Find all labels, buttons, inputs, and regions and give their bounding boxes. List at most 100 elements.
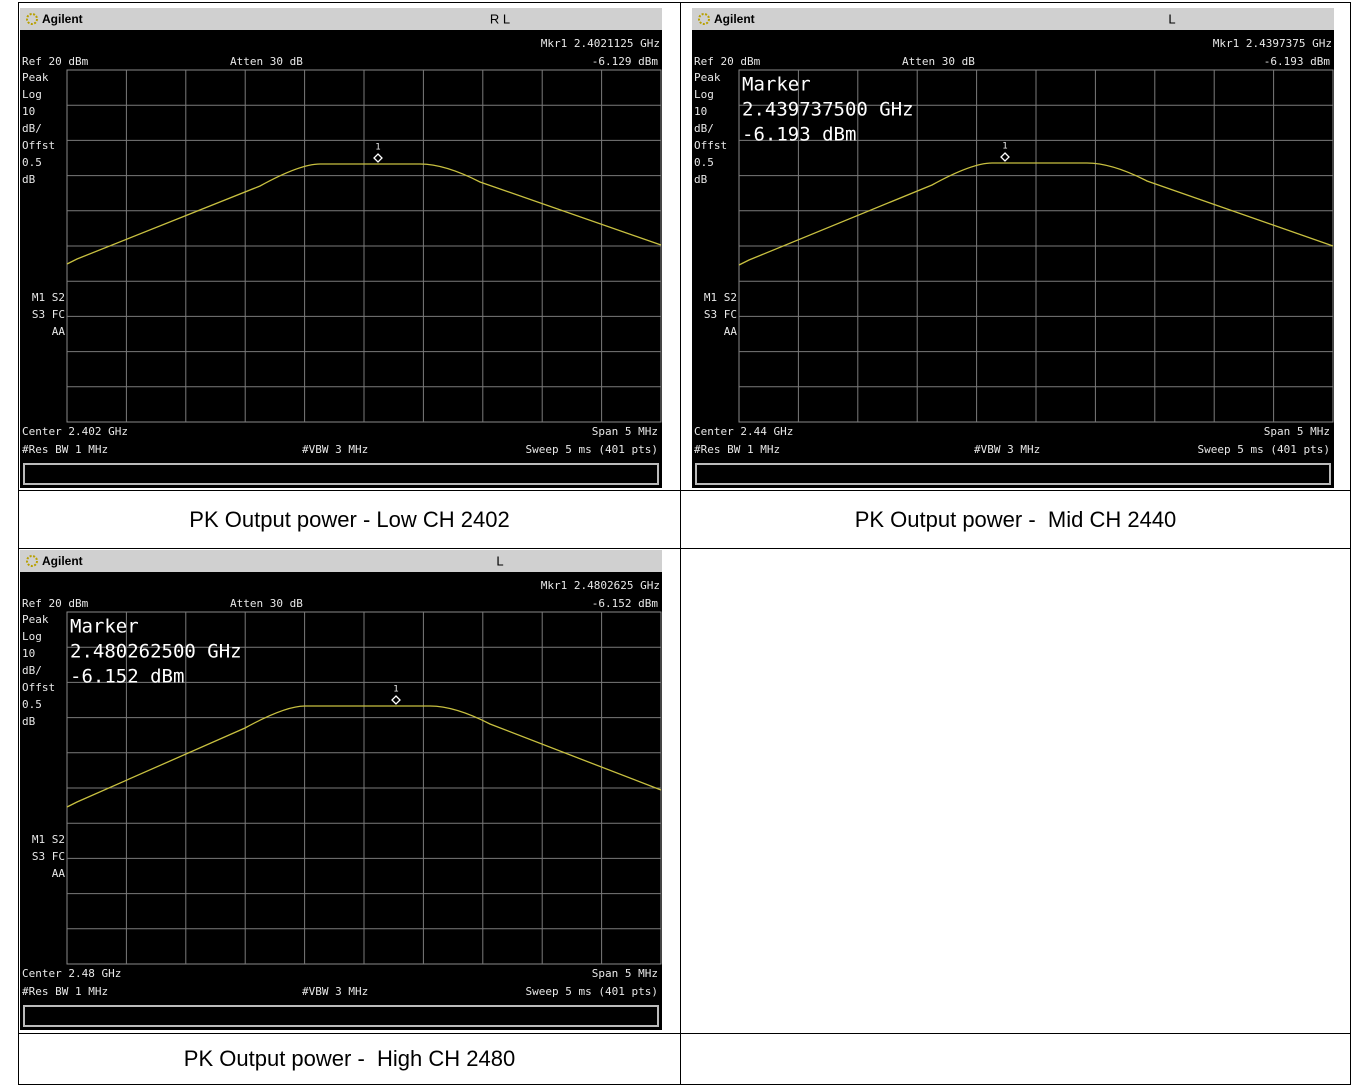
trace — [66, 163, 662, 265]
side-label: dB/ — [22, 664, 42, 677]
mode-label: M1 S2 — [32, 833, 65, 846]
title-bar — [20, 550, 662, 572]
span: Span 5 MHz — [1264, 425, 1330, 438]
side-label: 0.5 — [22, 156, 42, 169]
table-cell — [680, 548, 1351, 1034]
analyzer-screen: Agilent L Mkr1 2.4802625 GHz -6.152 dBm Ref … — [20, 550, 662, 1030]
ref-level: Ref 20 dBm — [22, 597, 89, 610]
status-bar — [23, 1005, 659, 1027]
marker-level: -6.193 dBm — [1264, 55, 1331, 68]
attenuation: Atten 30 dB — [902, 55, 975, 68]
ref-level: Ref 20 dBm — [22, 55, 89, 68]
side-label: 10 — [22, 105, 35, 118]
marker-box-line: Marker — [742, 74, 811, 96]
side-label: Log — [22, 630, 42, 643]
screen-bg — [20, 550, 662, 1030]
res-bw: #Res BW 1 MHz — [22, 985, 108, 998]
side-label: dB/ — [22, 122, 42, 135]
marker-number: 1 — [375, 143, 380, 153]
mode-label: AA — [724, 325, 738, 338]
side-label: Log — [22, 88, 42, 101]
side-label: Peak — [22, 71, 49, 84]
caption: PK Output power - High CH 2480 — [18, 1033, 681, 1085]
trace — [738, 162, 1334, 266]
analyzer-screen: Agilent L Mkr1 2.4397375 GHz -6.193 dBm Ref … — [692, 8, 1334, 488]
side-label: 0.5 — [22, 698, 42, 711]
status: R L — [490, 11, 510, 26]
ref-level: Ref 20 dBm — [694, 55, 761, 68]
vbw: #VBW 3 MHz — [974, 443, 1040, 456]
marker-readout: Mkr1 2.4802625 GHz — [541, 579, 660, 592]
title-bar — [20, 8, 662, 30]
screen-bg — [20, 8, 662, 488]
center-freq: Center 2.402 GHz — [22, 425, 128, 438]
screen-bg — [692, 8, 1334, 488]
side-label: Log — [694, 88, 714, 101]
table-cell — [680, 1033, 1351, 1085]
caption: PK Output power - Mid CH 2440 — [680, 490, 1351, 549]
side-label: 0.5 — [694, 156, 714, 169]
marker-level: -6.152 dBm — [592, 597, 659, 610]
marker-number: 1 — [393, 685, 398, 695]
marker-diamond — [373, 153, 383, 163]
vbw: #VBW 3 MHz — [302, 985, 368, 998]
status: L — [496, 553, 503, 568]
side-label: Offst — [22, 139, 55, 152]
mode-label: AA — [52, 867, 66, 880]
marker-level: -6.129 dBm — [592, 55, 659, 68]
marker-diamond — [1000, 152, 1010, 162]
analyzer-screen: Agilent R L Mkr1 2.4021125 GHz -6.129 dBm Re… — [20, 8, 662, 488]
mode-label: S3 FC — [32, 308, 65, 321]
brand: Agilent — [42, 12, 83, 26]
side-label: Peak — [694, 71, 721, 84]
marker-box-line: -6.193 dBm — [742, 124, 856, 146]
brand: Agilent — [714, 12, 755, 26]
side-label: dB — [22, 173, 36, 186]
attenuation: Atten 30 dB — [230, 55, 303, 68]
logo — [26, 13, 38, 25]
sweep: Sweep 5 ms (401 pts) — [526, 985, 658, 998]
center-freq: Center 2.44 GHz — [694, 425, 793, 438]
span: Span 5 MHz — [592, 425, 658, 438]
mode-label: S3 FC — [704, 308, 737, 321]
caption: PK Output power - Low CH 2402 — [18, 490, 681, 549]
side-label: Peak — [22, 613, 49, 626]
marker-box-line: -6.152 dBm — [70, 666, 184, 688]
side-label: dB — [22, 715, 36, 728]
status-bar — [23, 463, 659, 485]
mode-label: AA — [52, 325, 66, 338]
status: L — [1168, 11, 1175, 26]
side-label: 10 — [22, 647, 35, 660]
vbw: #VBW 3 MHz — [302, 443, 368, 456]
title-bar — [692, 8, 1334, 30]
marker-readout: Mkr1 2.4021125 GHz — [541, 37, 660, 50]
logo — [26, 555, 38, 567]
side-label: Offst — [694, 139, 727, 152]
status-bar — [695, 463, 1331, 485]
center-freq: Center 2.48 GHz — [22, 967, 121, 980]
res-bw: #Res BW 1 MHz — [22, 443, 108, 456]
marker-box-line: 2.439737500 GHz — [742, 99, 914, 121]
attenuation: Atten 30 dB — [230, 597, 303, 610]
marker-readout: Mkr1 2.4397375 GHz — [1213, 37, 1332, 50]
mode-label: M1 S2 — [704, 291, 737, 304]
sweep: Sweep 5 ms (401 pts) — [1198, 443, 1330, 456]
trace — [66, 705, 662, 808]
res-bw: #Res BW 1 MHz — [694, 443, 780, 456]
logo — [698, 13, 710, 25]
marker-number: 1 — [1002, 142, 1007, 152]
span: Span 5 MHz — [592, 967, 658, 980]
sweep: Sweep 5 ms (401 pts) — [526, 443, 658, 456]
marker-box-line: Marker — [70, 616, 139, 638]
marker-box-line: 2.480262500 GHz — [70, 641, 242, 663]
side-label: dB — [694, 173, 708, 186]
mode-label: S3 FC — [32, 850, 65, 863]
side-label: dB/ — [694, 122, 714, 135]
marker-diamond — [391, 695, 401, 705]
mode-label: M1 S2 — [32, 291, 65, 304]
side-label: 10 — [694, 105, 707, 118]
brand: Agilent — [42, 554, 83, 568]
